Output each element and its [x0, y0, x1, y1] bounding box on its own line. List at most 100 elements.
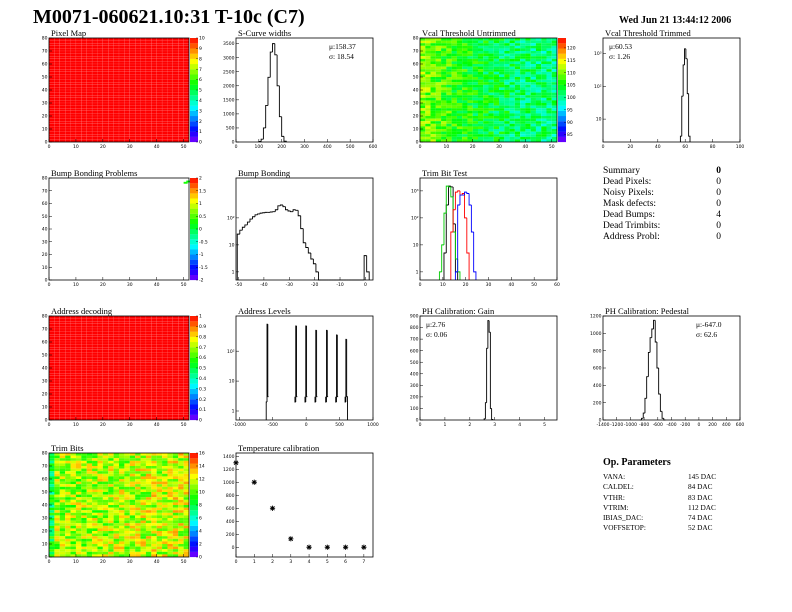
colorbar-segment [190, 473, 198, 480]
heatmap-cell [81, 336, 87, 340]
heatmap-cell [129, 63, 136, 67]
heatmap-cell [430, 134, 436, 137]
heatmap-cell [54, 533, 60, 537]
heatmap-cell [48, 396, 55, 400]
heatmap-cell [91, 92, 98, 96]
op-param-row: CALDEL: 84 DAC [603, 482, 721, 492]
heatmap-cell [54, 92, 60, 96]
heatmap-cell [435, 66, 442, 70]
heatmap-cell [81, 388, 87, 392]
heatmap-cell [183, 515, 190, 519]
heatmap-cell [70, 134, 77, 137]
heatmap-cell [140, 515, 146, 519]
heatmap-cell [108, 380, 114, 384]
heatmap-cell [477, 121, 484, 124]
heatmap-cell [493, 43, 500, 46]
heatmap-cell [140, 134, 147, 137]
heatmap-cell [462, 100, 468, 104]
heatmap-cell [102, 321, 109, 325]
heatmap-cell [183, 97, 190, 101]
heatmap-cell [86, 370, 93, 374]
heatmap-cell [525, 136, 531, 140]
heatmap-cell [183, 499, 190, 503]
heatmap-cell [483, 40, 489, 44]
heatmap-cell [161, 113, 168, 117]
heatmap-cell [472, 48, 479, 52]
heatmap-cell [86, 538, 93, 542]
heatmap-cell [167, 375, 174, 379]
x-tick-label: 20 [470, 144, 476, 150]
heatmap-cell [118, 396, 125, 400]
heatmap-cell [81, 105, 87, 109]
heatmap-cell [65, 380, 71, 384]
heatmap-cell [161, 360, 168, 364]
heatmap-cell [151, 409, 157, 413]
heatmap-cell [65, 339, 71, 343]
heatmap-cell [59, 61, 66, 65]
heatmap-cell [183, 58, 190, 62]
heatmap-cell [75, 100, 82, 104]
heatmap-cell [134, 69, 141, 72]
heatmap-cell [145, 113, 152, 117]
heatmap-cell [81, 468, 87, 472]
heatmap-cell [145, 48, 152, 52]
heatmap-cell [161, 347, 168, 351]
heatmap-cell [178, 486, 184, 490]
heatmap-cell [108, 507, 114, 511]
heatmap-cell [172, 544, 179, 547]
heatmap-cell [172, 551, 179, 555]
heatmap-cell [151, 453, 157, 456]
heatmap-cell [65, 375, 71, 379]
heatmap-cell [172, 373, 179, 377]
colorbar-segment [190, 69, 198, 75]
heatmap-cell [145, 43, 152, 47]
heatmap-cell [477, 134, 484, 137]
heatmap-cell [129, 463, 136, 467]
heatmap-cell [446, 84, 452, 88]
heatmap-cell [520, 58, 526, 62]
heatmap-cell [156, 463, 163, 467]
y-tick-label: 600 [593, 366, 602, 372]
heatmap-cell [145, 455, 152, 459]
heatmap-cell [75, 326, 82, 330]
heatmap-cell [118, 113, 125, 117]
heatmap-cell [172, 318, 179, 322]
colorbar-segment [190, 249, 198, 255]
heatmap-cell [435, 38, 442, 41]
heatmap-cell [59, 334, 66, 338]
heatmap-cell [113, 473, 120, 477]
heatmap-cell [509, 61, 515, 65]
heatmap-cell [172, 386, 179, 390]
heatmap-cell [467, 129, 473, 132]
heatmap-cell [167, 40, 174, 44]
heatmap-cell [477, 136, 484, 140]
heatmap-cell [172, 95, 179, 98]
heatmap-cell [81, 341, 87, 345]
heatmap-cell [118, 347, 125, 351]
heatmap-cell [504, 105, 510, 109]
heatmap-cell [462, 113, 468, 117]
heatmap-cell [92, 554, 98, 558]
heatmap-cell [108, 360, 114, 364]
heatmap-cell [488, 121, 494, 124]
heatmap-cell [102, 412, 109, 416]
heatmap-cell [91, 66, 98, 70]
heatmap-cell [178, 63, 184, 67]
op-param-label: VOFFSETOP: [603, 523, 646, 533]
heatmap-cell [59, 328, 66, 332]
heatmap-cell [97, 134, 104, 137]
y-tick-label: 1 [232, 409, 235, 415]
heatmap-cell [86, 53, 93, 57]
heatmap-cell [118, 409, 125, 413]
heatmap-cell [134, 380, 141, 384]
heatmap-cell [161, 386, 168, 390]
heatmap-cell [504, 118, 510, 122]
heatmap-cell [92, 507, 98, 511]
heatmap-cell [81, 89, 87, 93]
heatmap-cell [65, 373, 71, 377]
heatmap-cell [65, 100, 71, 104]
heatmap-cell [65, 336, 71, 340]
heatmap-cell [75, 391, 82, 395]
heatmap-cell [81, 118, 87, 122]
colorbar-segment [190, 183, 198, 189]
